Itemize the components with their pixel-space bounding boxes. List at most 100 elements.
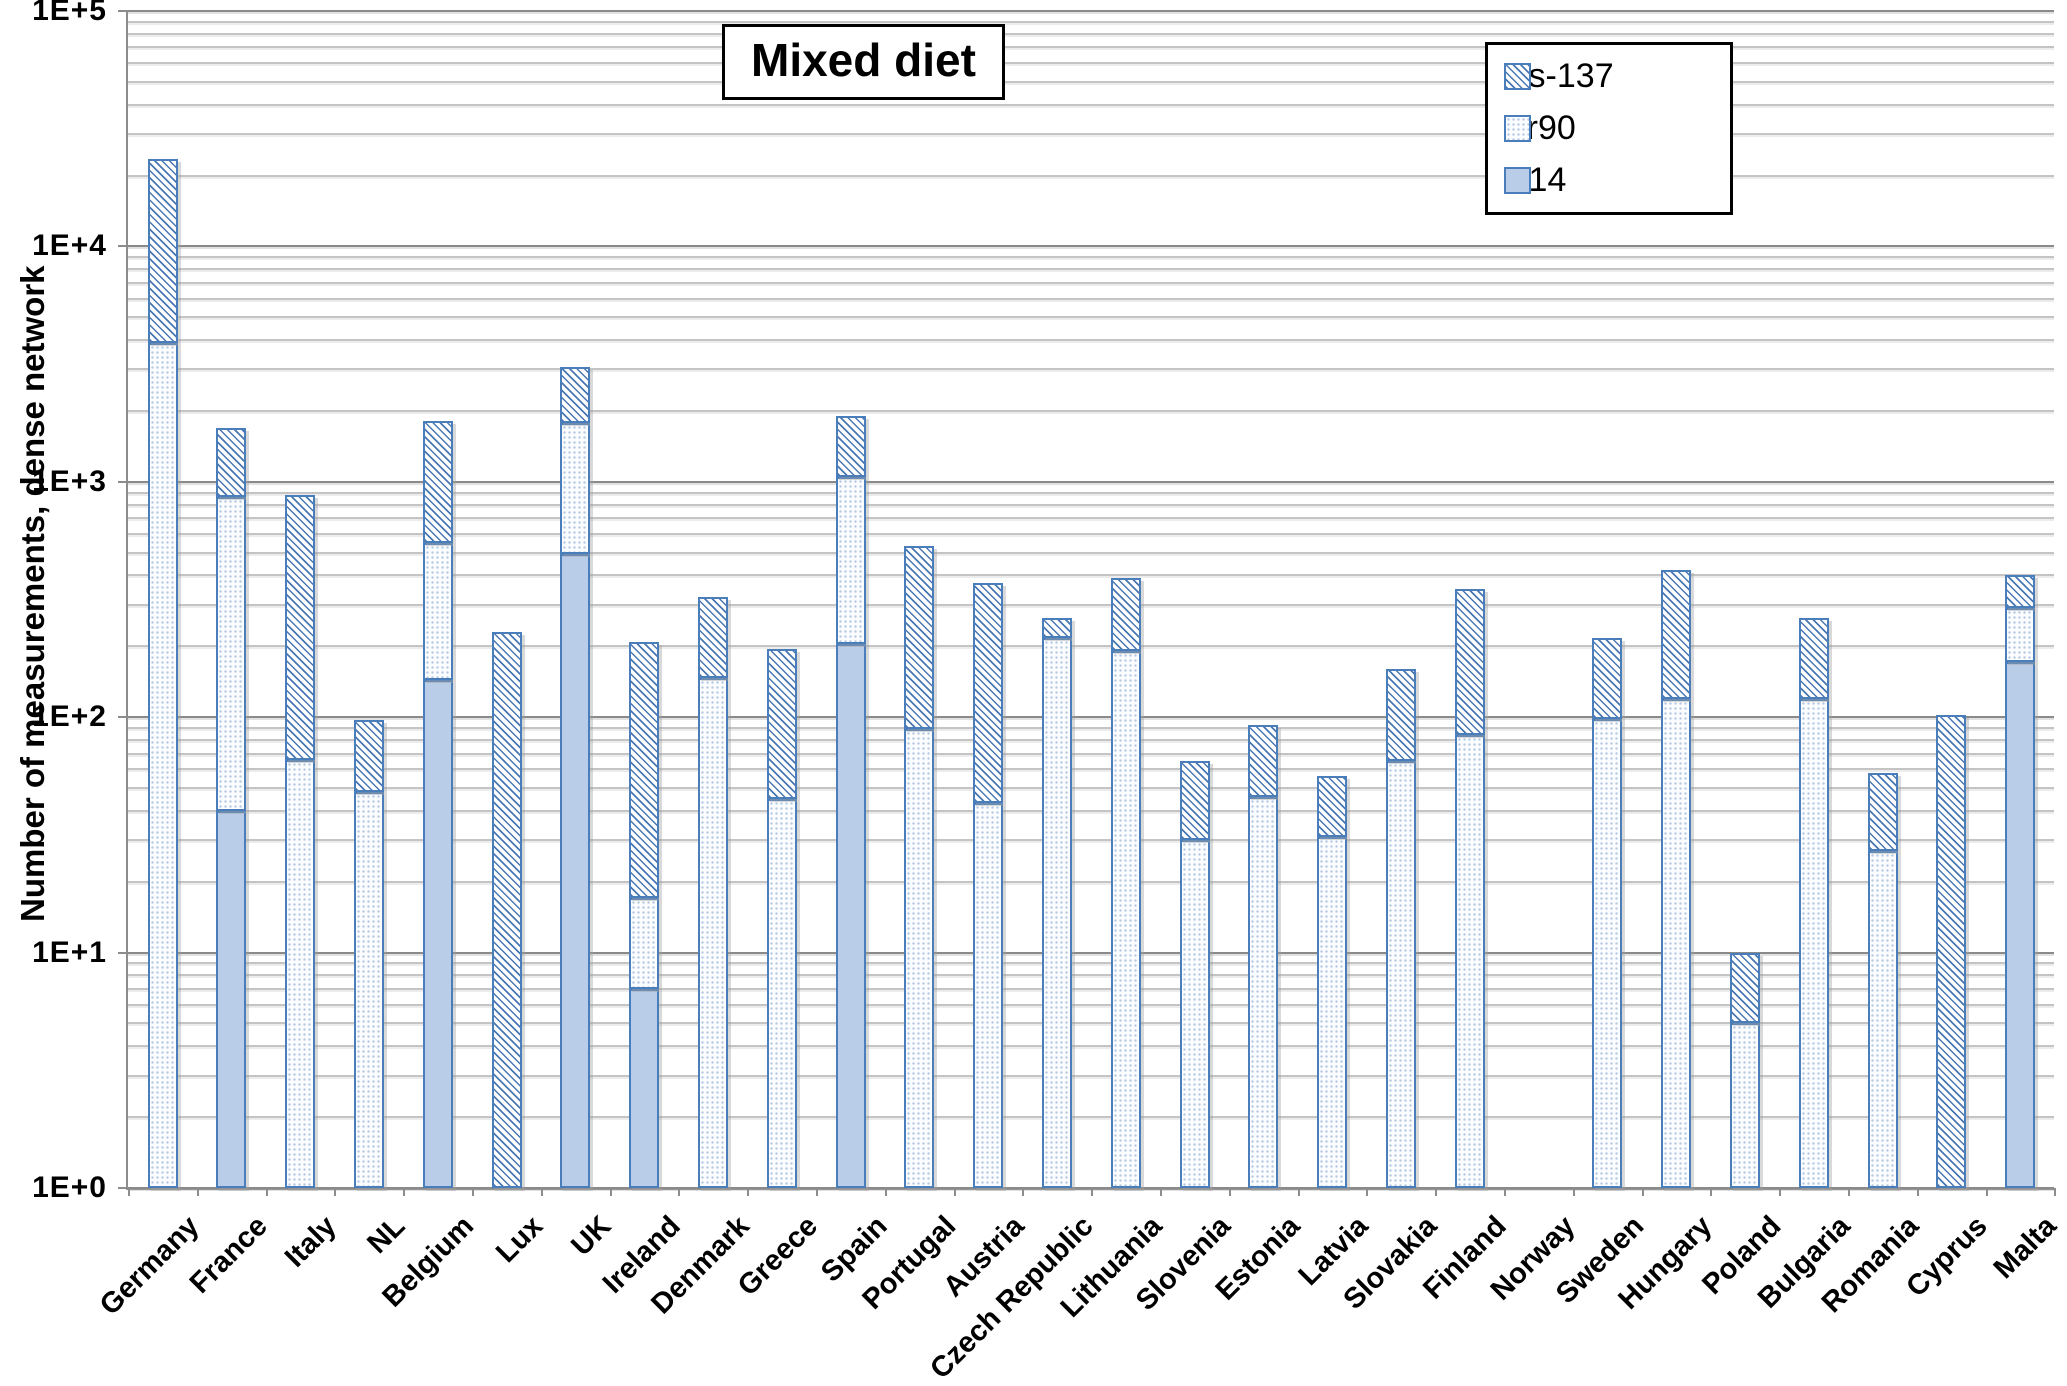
bar-segment-Cs-137-Slovenia bbox=[1179, 761, 1210, 841]
plot-area: 1E+0 1E+1 1E+2 1E+3 1E+4 1E+5 Germany France Ita… bbox=[32, 0, 2063, 1385]
bar-segment-Cs-137-Spain bbox=[835, 416, 866, 477]
x-category-label: UK bbox=[565, 1210, 618, 1263]
bar-segment-Cs-137-Italy bbox=[285, 495, 316, 760]
minor-gridline bbox=[128, 1074, 2054, 1077]
bar-segment-Sr90-Finland bbox=[1454, 735, 1485, 1188]
bar-segment-Cs-137-Germany bbox=[147, 159, 178, 343]
bar-segment-Cs-137-Greece bbox=[766, 648, 797, 799]
minor-gridline bbox=[128, 297, 2054, 300]
x-axis-tick bbox=[678, 1188, 681, 1196]
minor-gridline bbox=[128, 739, 2054, 741]
y-axis-tick bbox=[118, 10, 128, 12]
minor-gridline bbox=[128, 339, 2054, 342]
bar-segment-C14-Ireland bbox=[629, 989, 660, 1188]
bar-segment-Cs-137-Latvia bbox=[1317, 776, 1348, 837]
minor-gridline bbox=[128, 809, 2054, 812]
minor-gridline bbox=[128, 768, 2054, 771]
minor-gridline bbox=[128, 880, 2054, 883]
minor-gridline bbox=[128, 256, 2054, 259]
y-axis-tick bbox=[118, 1187, 128, 1189]
bar-segment-C14-Belgium bbox=[422, 679, 453, 1188]
bar-segment-Cs-137-Bulgaria bbox=[1798, 617, 1829, 700]
y-axis-tick-label: 1E+1 bbox=[32, 935, 107, 969]
bar-segment-Sr90-Austria bbox=[973, 803, 1004, 1188]
x-category-label: Lux bbox=[490, 1210, 550, 1270]
bar-segment-Cs-137-Slovakia bbox=[1385, 669, 1416, 762]
minor-gridline bbox=[128, 988, 2054, 991]
bar-segment-Sr90-Denmark bbox=[697, 677, 728, 1188]
x-axis-tick bbox=[540, 1188, 543, 1196]
bar-segment-Sr90-Estonia bbox=[1248, 796, 1279, 1188]
x-axis-tick bbox=[1091, 1188, 1094, 1196]
bar-segment-Cs-137-Austria bbox=[973, 583, 1004, 804]
x-axis-tick bbox=[2054, 1188, 2057, 1196]
minor-gridline bbox=[128, 726, 2054, 729]
y-axis-tick-label: 1E+2 bbox=[32, 700, 107, 734]
legend-item-Sr90: Sr90 bbox=[1504, 109, 1730, 148]
y-axis-tick-label: 1E+4 bbox=[32, 229, 107, 263]
x-axis-tick bbox=[128, 1188, 130, 1196]
y-axis-tick-label: 1E+0 bbox=[32, 1171, 107, 1204]
x-axis-tick bbox=[884, 1188, 887, 1196]
x-axis-tick bbox=[403, 1188, 406, 1196]
minor-gridline bbox=[128, 409, 2054, 412]
x-axis-tick bbox=[1916, 1188, 1919, 1196]
x-axis-tick bbox=[953, 1188, 956, 1196]
minor-gridline bbox=[128, 787, 2054, 790]
major-gridline bbox=[128, 951, 2054, 954]
x-axis-tick bbox=[816, 1188, 818, 1196]
bar-segment-Sr90-Slovenia bbox=[1179, 840, 1210, 1188]
x-axis-tick bbox=[1435, 1188, 1438, 1196]
bar-segment-Cs-137-Finland bbox=[1454, 589, 1485, 736]
y-axis-tick bbox=[118, 716, 128, 719]
minor-gridline bbox=[128, 316, 2054, 319]
bar-segment-Cs-137-Estonia bbox=[1248, 724, 1279, 797]
bar-segment-Cs-137-France bbox=[216, 427, 247, 497]
bar-segment-Sr90-France bbox=[216, 496, 247, 811]
minor-gridline bbox=[128, 962, 2054, 965]
minor-gridline bbox=[128, 1045, 2054, 1048]
bar-segment-Sr90-UK bbox=[560, 422, 591, 554]
legend-item-C14: C14 bbox=[1504, 161, 1730, 200]
bar-segment-Cs-137-Malta bbox=[2005, 575, 2036, 609]
bar-segment-C14-Malta bbox=[2005, 661, 2036, 1188]
bar-segment-Cs-137-Cyprus bbox=[1936, 715, 1967, 1188]
minor-gridline bbox=[128, 174, 2054, 177]
bar-segment-Sr90-Bulgaria bbox=[1798, 699, 1829, 1188]
bar-segment-Sr90-Spain bbox=[835, 476, 866, 644]
minor-gridline bbox=[128, 839, 2054, 842]
mixed-diet-chart-page: { "title": "Mixed diet", "y_axis": { "ti… bbox=[14, 0, 2063, 1386]
bar-segment-Cs-137-Denmark bbox=[697, 596, 728, 678]
bar-segment-Cs-137-Lux bbox=[491, 632, 522, 1188]
bar-segment-Sr90-Romania bbox=[1867, 851, 1898, 1188]
bar-segment-Sr90-Belgium bbox=[422, 542, 453, 680]
x-axis-tick bbox=[747, 1188, 750, 1196]
bar-segment-Cs-137-Lithuania bbox=[1110, 578, 1141, 652]
minor-gridline bbox=[128, 80, 2054, 83]
y-axis-tick-label: 1E+5 bbox=[32, 0, 107, 27]
y-axis-tick bbox=[118, 245, 128, 248]
x-axis-tick bbox=[609, 1188, 612, 1196]
minor-gridline bbox=[128, 46, 2054, 49]
bar-segment-Cs-137-Ireland bbox=[629, 642, 660, 899]
bar-segment-Sr90-Hungary bbox=[1661, 699, 1692, 1188]
x-axis-tick bbox=[1572, 1188, 1575, 1196]
x-axis-tick bbox=[334, 1188, 337, 1196]
x-category-label: France bbox=[184, 1210, 274, 1300]
major-gridline bbox=[128, 245, 2054, 248]
bar-segment-Sr90-Ireland bbox=[629, 898, 660, 990]
y-axis-tick-label: 1E+3 bbox=[32, 464, 107, 498]
minor-gridline bbox=[128, 103, 2054, 106]
bar-segment-C14-UK bbox=[560, 553, 591, 1188]
minor-gridline bbox=[128, 281, 2054, 284]
x-axis-tick bbox=[1504, 1188, 1506, 1196]
minor-gridline bbox=[128, 368, 2054, 371]
x-axis-tick bbox=[1710, 1188, 1713, 1196]
minor-gridline bbox=[128, 974, 2054, 977]
x-axis-tick bbox=[1848, 1188, 1850, 1196]
x-axis-tick bbox=[1641, 1188, 1644, 1196]
minor-gridline bbox=[128, 517, 2054, 520]
minor-gridline bbox=[128, 645, 2054, 648]
minor-gridline bbox=[128, 268, 2054, 271]
major-gridline bbox=[128, 480, 2054, 483]
